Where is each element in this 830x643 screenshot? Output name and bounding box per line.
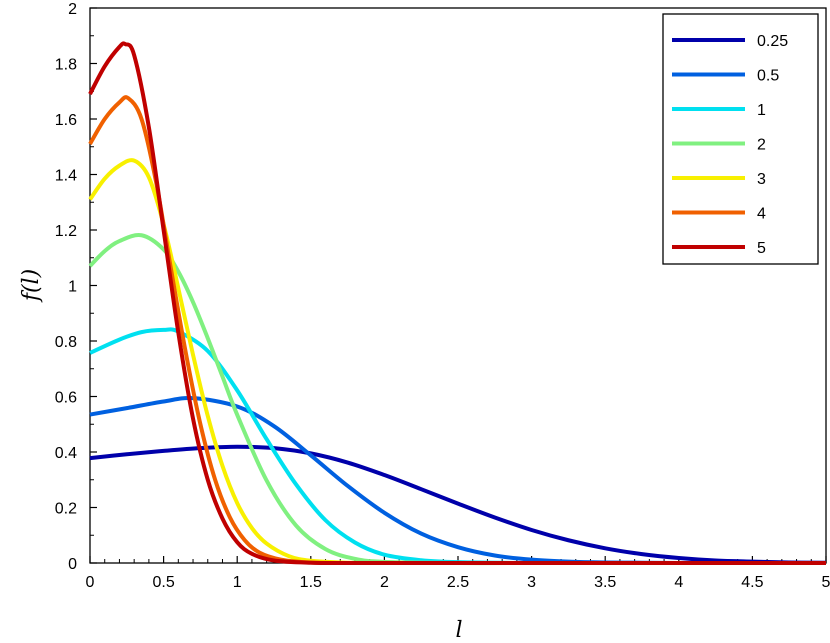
y-tick-label: 1.8 (55, 57, 77, 74)
y-axis-label: f(l) (19, 269, 44, 303)
x-tick-label: 0 (86, 574, 95, 591)
legend-label-2: 1 (757, 102, 766, 119)
y-tick-label: 1.4 (55, 168, 77, 185)
legend-label-3: 2 (757, 137, 766, 154)
y-axis: 0 0.2 0.4 0.6 0.8 1 1.2 1.4 1.6 1.8 2 (55, 1, 97, 573)
legend-label-5: 4 (757, 206, 766, 223)
y-tick-label: 2 (68, 1, 77, 18)
x-tick-label: 3.5 (594, 574, 616, 591)
x-tick-label: 3 (527, 574, 536, 591)
x-tick-label: 1.5 (300, 574, 322, 591)
x-axis-label: l (455, 618, 462, 643)
x-tick-label: 4 (674, 574, 683, 591)
legend-label-6: 5 (757, 240, 766, 257)
legend-label-1: 0.5 (757, 68, 779, 85)
y-tick-label: 0 (68, 556, 77, 573)
x-tick-label: 2 (380, 574, 389, 591)
series-line-6 (88, 41, 826, 566)
x-tick-label: 4.5 (741, 574, 763, 591)
legend-label-0: 0.25 (757, 33, 788, 50)
x-tick-label: 0.5 (152, 574, 174, 591)
x-tick-label: 1 (233, 574, 242, 591)
y-tick-label: 0.2 (55, 501, 77, 518)
legend-box (662, 13, 819, 265)
y-tick-label: 1 (68, 279, 77, 296)
series-line-0 (89, 444, 827, 565)
series-layer (88, 41, 827, 566)
y-tick-label: 0.6 (55, 390, 77, 407)
x-tick-label: 2.5 (447, 574, 469, 591)
y-tick-label: 1.6 (55, 112, 77, 129)
legend: 0.25 0.5 1 2 3 4 5 (662, 13, 819, 265)
x-axis: 0 0.5 1 1.5 2 2.5 3 3.5 4 4.5 5 (86, 556, 830, 591)
y-tick-label: 0.8 (55, 334, 77, 351)
x-tick-label: 5 (822, 574, 830, 591)
legend-label-4: 3 (757, 171, 766, 188)
y-tick-label: 1.2 (55, 223, 77, 240)
y-tick-label: 0.4 (55, 445, 77, 462)
